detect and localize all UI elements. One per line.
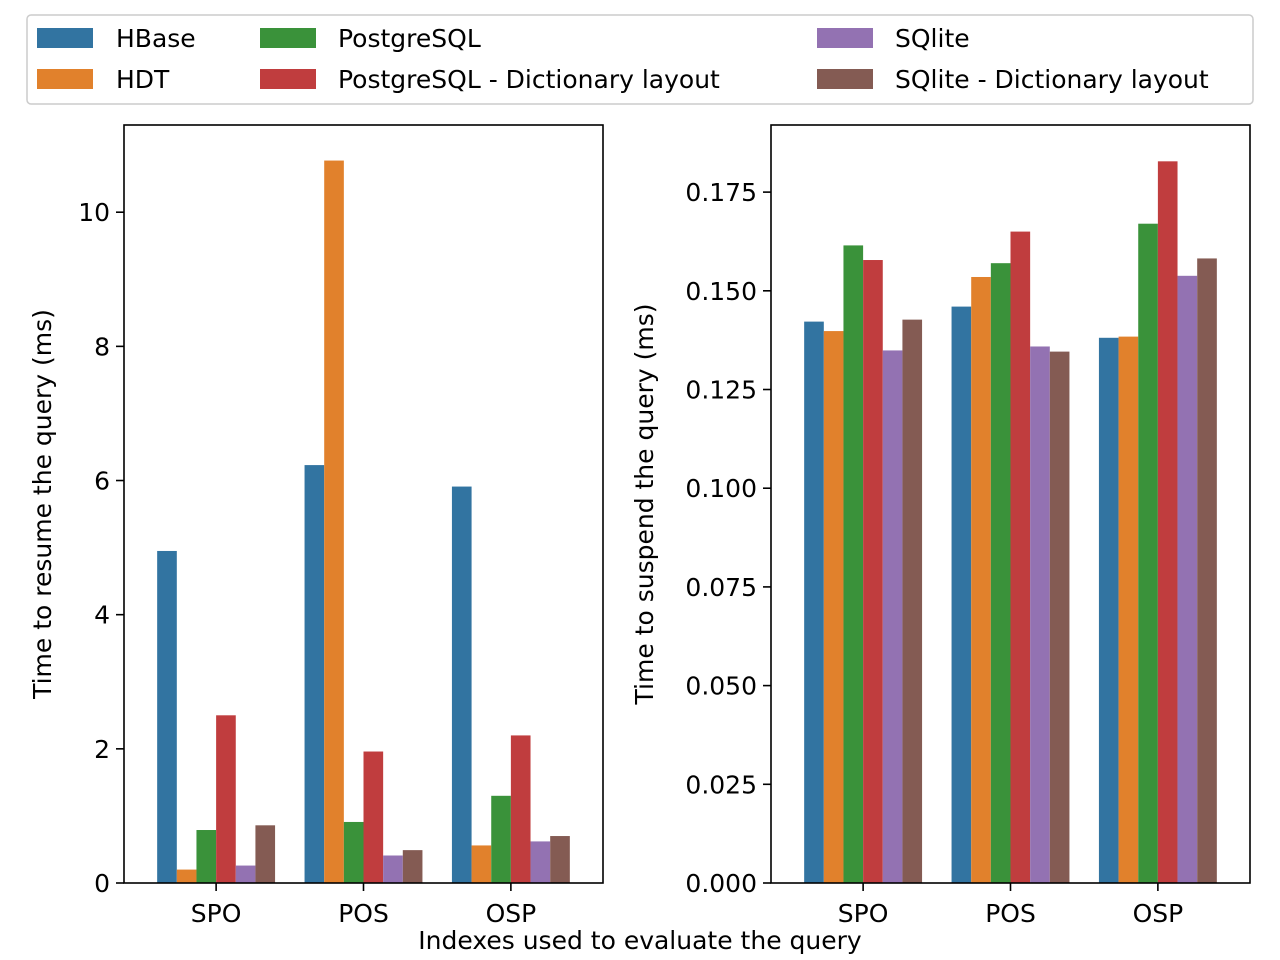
- y-tick-label-suspend-4: 0.100: [685, 474, 757, 503]
- bar-resume-pos-sqlite-dictionary-layout: [402, 850, 423, 883]
- bar-suspend-osp-sqlite-dictionary-layout: [1197, 258, 1217, 883]
- bar-resume-spo-sqlite: [235, 865, 256, 883]
- legend-label-sqlite: SQlite: [895, 24, 970, 53]
- bar-resume-osp-sqlite: [530, 841, 551, 883]
- y-axis-label-suspend: Time to suspend the query (ms): [630, 304, 659, 706]
- chart-panel-resume: 0 2 4 6 8 10 SPO POS OSP Time to resume the que…: [28, 124, 604, 928]
- x-axis-ticks-resume: SPO POS OSP: [191, 883, 536, 928]
- bar-resume-spo-hbase: [157, 550, 177, 883]
- bar-suspend-osp-postgresql: [1138, 223, 1158, 883]
- bar-resume-osp-hbase: [451, 486, 472, 883]
- x-tick-label-resume-osp: OSP: [486, 899, 537, 928]
- y-tick-label-resume-3: 6: [94, 467, 110, 496]
- bar-resume-spo-sqlite-dictionary-layout: [255, 825, 276, 883]
- y-tick-label-suspend-1: 0.025: [685, 770, 757, 799]
- bar-suspend-spo-postgresql: [843, 245, 864, 883]
- legend-label-postgresql-dictionary: PostgreSQL - Dictionary layout: [338, 65, 720, 94]
- bar-suspend-pos-sqlite: [1030, 346, 1050, 884]
- x-tick-label-resume-pos: POS: [338, 899, 389, 928]
- legend-swatch-hdt: [37, 69, 93, 89]
- bar-suspend-pos-postgresql: [990, 263, 1011, 883]
- y-tick-label-resume-5: 10: [78, 198, 110, 227]
- bar-resume-pos-postgresql-dictionary-layout: [363, 751, 384, 883]
- bar-suspend-osp-hdt: [1118, 336, 1139, 883]
- bar-resume-osp-postgresql: [491, 795, 511, 883]
- bars-resume: [157, 160, 570, 884]
- bar-suspend-osp-hbase: [1098, 337, 1119, 883]
- x-tick-label-resume-spo: SPO: [191, 899, 242, 928]
- x-tick-label-suspend-pos: POS: [985, 899, 1036, 928]
- x-tick-label-suspend-spo: SPO: [838, 899, 889, 928]
- bar-suspend-spo-hdt: [823, 331, 844, 884]
- y-tick-label-suspend-2: 0.050: [685, 672, 757, 701]
- legend-swatch-postgresql-dictionary: [260, 69, 316, 89]
- legend-label-hbase: HBase: [116, 24, 196, 53]
- bar-resume-pos-postgresql: [343, 821, 364, 883]
- legend-frame: [26, 14, 1254, 105]
- bar-resume-osp-hdt: [471, 845, 492, 883]
- y-tick-label-suspend-3: 0.075: [685, 573, 757, 602]
- bar-suspend-pos-hbase: [951, 306, 972, 884]
- bar-suspend-spo-postgresql-dictionary-layout: [863, 260, 883, 883]
- bar-resume-osp-sqlite-dictionary-layout: [550, 836, 570, 883]
- y-axis-ticks-suspend: 0.000 0.025 0.050 0.075 0.100 0.125 0.150 0.175: [685, 178, 771, 898]
- legend-label-hdt: HDT: [116, 65, 170, 94]
- legend-swatch-sqlite: [817, 28, 873, 48]
- legend: HBase HDT PostgreSQL PostgreSQL - Dictio…: [26, 14, 1254, 105]
- bar-suspend-spo-sqlite: [882, 350, 903, 883]
- x-tick-label-suspend-osp: OSP: [1133, 899, 1184, 928]
- y-tick-label-resume-1: 2: [94, 735, 110, 764]
- y-axis-ticks-resume: 0 2 4 6 8 10: [78, 198, 124, 898]
- y-tick-label-suspend-0: 0.000: [685, 869, 757, 898]
- bar-resume-osp-postgresql-dictionary-layout: [510, 735, 531, 883]
- bar-resume-spo-postgresql: [196, 830, 217, 883]
- bar-suspend-pos-hdt: [971, 276, 991, 883]
- legend-label-postgresql: PostgreSQL: [338, 24, 481, 53]
- bar-resume-spo-hdt: [176, 869, 197, 883]
- legend-swatch-sqlite-dictionary: [817, 69, 873, 89]
- bar-resume-pos-sqlite: [383, 855, 403, 883]
- chart-panel-suspend: 0.000 0.025 0.050 0.075 0.100 0.125 0.150 0.175…: [630, 124, 1251, 928]
- bar-suspend-pos-sqlite-dictionary-layout: [1049, 351, 1070, 883]
- bars-suspend: [804, 161, 1217, 884]
- y-tick-label-resume-4: 8: [94, 332, 110, 361]
- bar-suspend-spo-sqlite-dictionary-layout: [902, 319, 923, 883]
- bar-suspend-osp-postgresql-dictionary-layout: [1157, 161, 1178, 883]
- legend-label-sqlite-dictionary: SQlite - Dictionary layout: [895, 65, 1209, 94]
- bar-suspend-osp-sqlite: [1177, 275, 1198, 883]
- legend-swatch-postgresql: [260, 28, 316, 48]
- legend-swatch-hbase: [37, 28, 93, 48]
- y-tick-label-suspend-5: 0.125: [685, 376, 757, 405]
- y-tick-label-resume-0: 0: [94, 869, 110, 898]
- y-tick-label-suspend-7: 0.175: [685, 178, 757, 207]
- y-tick-label-resume-2: 4: [94, 601, 110, 630]
- bar-resume-pos-hbase: [304, 465, 325, 883]
- bar-suspend-pos-postgresql-dictionary-layout: [1010, 231, 1031, 884]
- bar-resume-pos-hdt: [324, 160, 344, 884]
- bar-suspend-spo-hbase: [804, 321, 824, 883]
- shared-x-axis-label: Indexes used to evaluate the query: [418, 926, 862, 955]
- y-axis-label-resume: Time to resume the query (ms): [28, 309, 57, 700]
- bar-resume-spo-postgresql-dictionary-layout: [216, 715, 236, 883]
- x-axis-ticks-suspend: SPO POS OSP: [838, 883, 1183, 928]
- y-tick-label-suspend-6: 0.150: [685, 277, 757, 306]
